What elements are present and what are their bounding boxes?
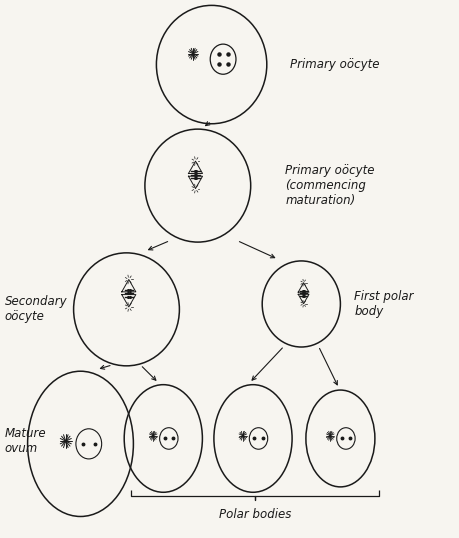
Text: First polar
body: First polar body bbox=[353, 290, 413, 318]
Text: Primary oöcyte: Primary oöcyte bbox=[289, 58, 379, 71]
Text: Mature
ovum: Mature ovum bbox=[5, 427, 46, 455]
Text: Secondary
oöcyte: Secondary oöcyte bbox=[5, 295, 67, 323]
Text: Primary oöcyte
(commencing
maturation): Primary oöcyte (commencing maturation) bbox=[285, 164, 374, 207]
Text: Polar bodies: Polar bodies bbox=[218, 508, 291, 521]
